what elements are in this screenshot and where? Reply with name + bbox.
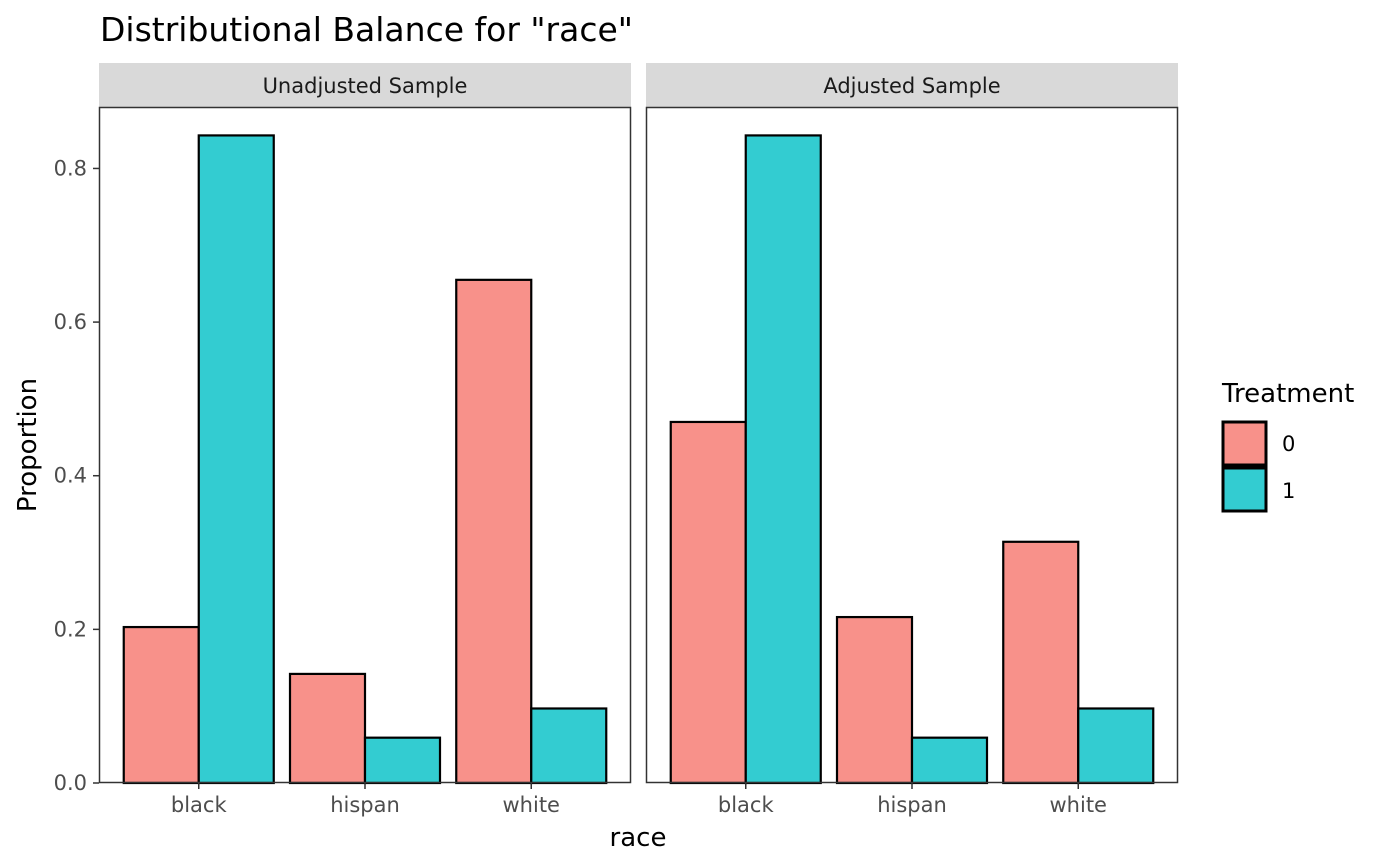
y-tick-label-0-2: 0.2 [54,617,87,641]
y-tick-label-0-8: 0.8 [54,156,87,180]
x-tick-label-unadjusted-sample-white: white [503,793,560,817]
x-tick-label-adjusted-sample-hispan: hispan [877,793,947,817]
x-tick-label-unadjusted-sample-black: black [171,793,228,817]
legend-label-0: 0 [1282,432,1295,456]
y-tick-label-0-0: 0.0 [54,771,87,795]
bar-adjusted-sample-white-treatment-0 [1002,540,1080,785]
y-axis: 0.0 0.2 0.4 0.6 0.8 [54,156,99,795]
panel-strip-unadjusted [99,63,631,107]
bar-unadjusted-sample-black-treatment-0 [122,625,200,785]
legend-key-0 [1221,420,1268,467]
panel-strip-adjusted [646,63,1178,107]
panel-border-unadjusted [98,106,632,784]
legend-title: Treatment [1221,379,1354,409]
bar-unadjusted-sample-hispan-treatment-0 [288,672,367,785]
bar-unadjusted-sample-black-treatment-1 [197,134,275,785]
panel-title-adjusted: Adjusted Sample [823,74,1000,98]
bar-adjusted-sample-black-treatment-1 [744,134,822,785]
x-axis-title: race [610,823,667,853]
y-tick-label-0-6: 0.6 [54,310,87,334]
bar-unadjusted-sample-white-treatment-1 [530,707,608,785]
bar-adjusted-sample-hispan-treatment-0 [835,615,914,785]
panel-title-unadjusted: Unadjusted Sample [263,74,468,98]
legend-label-1: 1 [1282,479,1295,503]
y-tick-label-0-4: 0.4 [54,464,87,488]
bar-unadjusted-sample-hispan-treatment-1 [363,736,442,785]
x-axis: black hispan white black hispan white [171,783,1107,817]
x-tick-label-adjusted-sample-white: white [1050,793,1107,817]
bar-adjusted-sample-hispan-treatment-1 [910,736,989,785]
bars-layer [122,134,1155,785]
chart-title: Distributional Balance for "race" [100,10,633,49]
legend-key-1 [1221,466,1268,513]
bar-adjusted-sample-black-treatment-0 [669,420,747,785]
x-tick-label-adjusted-sample-black: black [718,793,775,817]
y-axis-title: Proportion [13,378,43,512]
bar-adjusted-sample-white-treatment-1 [1077,707,1155,785]
panel-border-adjusted [645,106,1179,784]
x-tick-label-unadjusted-sample-hispan: hispan [330,793,400,817]
bar-unadjusted-sample-white-treatment-0 [455,278,533,785]
